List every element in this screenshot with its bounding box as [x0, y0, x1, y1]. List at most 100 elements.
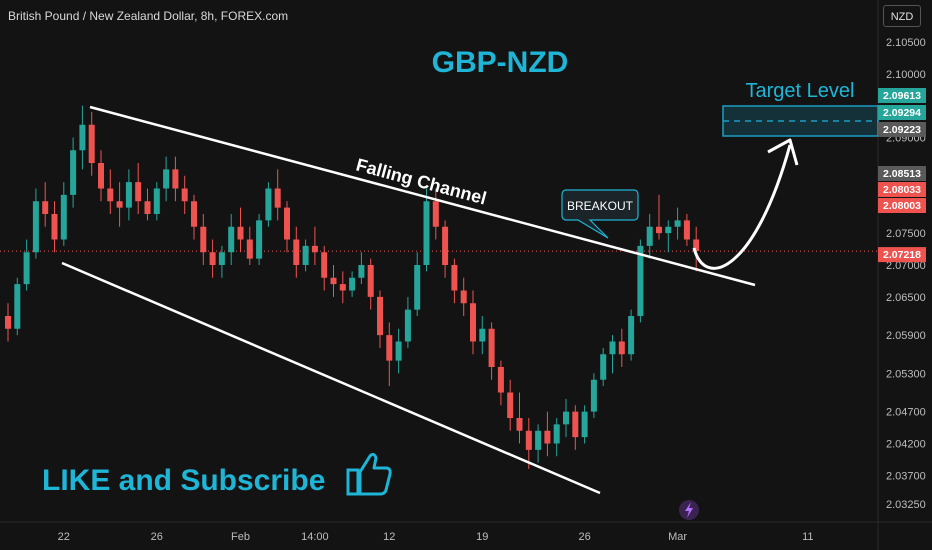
candle-body[interactable] — [693, 239, 700, 251]
candle-body[interactable] — [256, 220, 263, 259]
candle-body[interactable] — [395, 341, 402, 361]
candle-body[interactable] — [172, 169, 179, 189]
candle-body[interactable] — [246, 239, 253, 259]
candle-body[interactable] — [125, 182, 132, 208]
candle-body[interactable] — [70, 150, 77, 195]
candle-body[interactable] — [377, 296, 383, 336]
candle-body[interactable] — [135, 182, 142, 202]
candle-body[interactable] — [339, 284, 346, 291]
channel-label: Falling Channel — [354, 155, 489, 209]
x-tick-label: 11 — [802, 531, 813, 543]
candle-body[interactable] — [200, 226, 207, 253]
candle-body[interactable] — [321, 252, 328, 278]
price-tag — [878, 247, 926, 263]
candle-body[interactable] — [656, 226, 662, 234]
promo-text[interactable]: LIKE and Subscribe — [42, 464, 325, 497]
candle-body[interactable] — [386, 335, 393, 361]
candle-body[interactable] — [311, 245, 318, 253]
y-tick-label: 2.05300 — [886, 368, 926, 380]
candle-body[interactable] — [98, 163, 104, 189]
candle-body[interactable] — [507, 392, 514, 419]
candle-body[interactable] — [609, 341, 616, 355]
candle-body[interactable] — [367, 265, 374, 297]
x-tick-label: 26 — [578, 531, 590, 543]
candle-body[interactable] — [432, 201, 439, 227]
y-tick-label: 2.03250 — [886, 499, 926, 511]
currency-button[interactable]: NZD — [883, 5, 921, 27]
candle-body[interactable] — [330, 277, 337, 285]
x-tick-label: 22 — [58, 531, 70, 543]
candle-body[interactable] — [572, 411, 579, 438]
candle-body[interactable] — [302, 245, 309, 265]
candle-body[interactable] — [628, 316, 635, 355]
candle-body[interactable] — [665, 226, 672, 234]
candle-body[interactable] — [553, 424, 560, 444]
thumbs-up-icon[interactable] — [346, 452, 392, 496]
channel-upper-line[interactable] — [89, 105, 756, 287]
candle-body[interactable] — [14, 284, 21, 329]
candle-body[interactable] — [42, 201, 49, 214]
candle-body[interactable] — [470, 303, 476, 342]
y-tick-label: 2.06500 — [886, 292, 926, 304]
drawing-overlay: BREAKOUT GBP-NZD Falling Channel Target … — [42, 46, 879, 520]
candle-body[interactable] — [479, 328, 486, 342]
candle-body[interactable] — [525, 430, 532, 450]
candle-body[interactable] — [293, 239, 300, 266]
candle-body[interactable] — [637, 245, 644, 316]
candle-body[interactable] — [274, 188, 281, 208]
candle-body[interactable] — [488, 328, 495, 367]
candle-body[interactable] — [581, 411, 588, 438]
candle-body[interactable] — [683, 220, 690, 240]
candle-body[interactable] — [516, 418, 523, 431]
lightning-icon[interactable] — [679, 500, 699, 520]
projection-arrow[interactable] — [692, 144, 792, 270]
candle-body[interactable] — [237, 226, 244, 240]
channel-lower-line[interactable] — [61, 261, 601, 495]
candle-body[interactable] — [163, 169, 170, 189]
candle-body[interactable] — [497, 367, 504, 393]
candle-body[interactable] — [79, 124, 86, 151]
candle-body[interactable] — [228, 226, 235, 253]
candle-body[interactable] — [32, 201, 39, 253]
candle-body[interactable] — [23, 252, 30, 285]
candle-body[interactable] — [284, 207, 290, 240]
candle-body[interactable] — [563, 411, 569, 425]
candle-body[interactable] — [646, 226, 653, 246]
price-tag — [878, 105, 926, 120]
candle-body[interactable] — [60, 194, 67, 240]
candle-body[interactable] — [423, 201, 430, 265]
candle-body[interactable] — [544, 430, 551, 444]
candle-body[interactable] — [358, 265, 365, 278]
candle-body[interactable] — [116, 201, 123, 208]
candle-body[interactable] — [144, 201, 151, 214]
candle-body[interactable] — [265, 188, 272, 221]
candle-body[interactable] — [618, 341, 625, 355]
candle-body[interactable] — [404, 309, 411, 342]
candle-body[interactable] — [349, 277, 356, 291]
candle-body[interactable] — [181, 188, 188, 202]
candle-body[interactable] — [191, 201, 197, 227]
candle-body[interactable] — [209, 252, 216, 265]
candle-body[interactable] — [442, 226, 449, 265]
target-label: Target Level — [746, 80, 855, 102]
candle-body[interactable] — [88, 124, 95, 163]
candle-body[interactable] — [674, 220, 681, 227]
candles-group — [0, 105, 878, 469]
candle-body[interactable] — [535, 430, 542, 450]
candle-body[interactable] — [460, 290, 467, 304]
candle-body[interactable] — [51, 214, 58, 240]
candle-body[interactable] — [590, 379, 597, 412]
x-tick-label: 12 — [383, 531, 395, 543]
candle-body[interactable] — [414, 265, 421, 310]
candle-body[interactable] — [451, 265, 458, 291]
candle-body[interactable] — [107, 188, 114, 202]
candle-body[interactable] — [5, 316, 11, 329]
candle-body[interactable] — [600, 354, 607, 380]
candle-body[interactable] — [153, 188, 160, 215]
price-tag — [878, 198, 926, 213]
y-axis-ticks: 2.105002.100002.090002.075002.070002.065… — [886, 37, 926, 511]
breakout-callout[interactable] — [561, 189, 639, 239]
candle-body[interactable] — [218, 252, 225, 265]
